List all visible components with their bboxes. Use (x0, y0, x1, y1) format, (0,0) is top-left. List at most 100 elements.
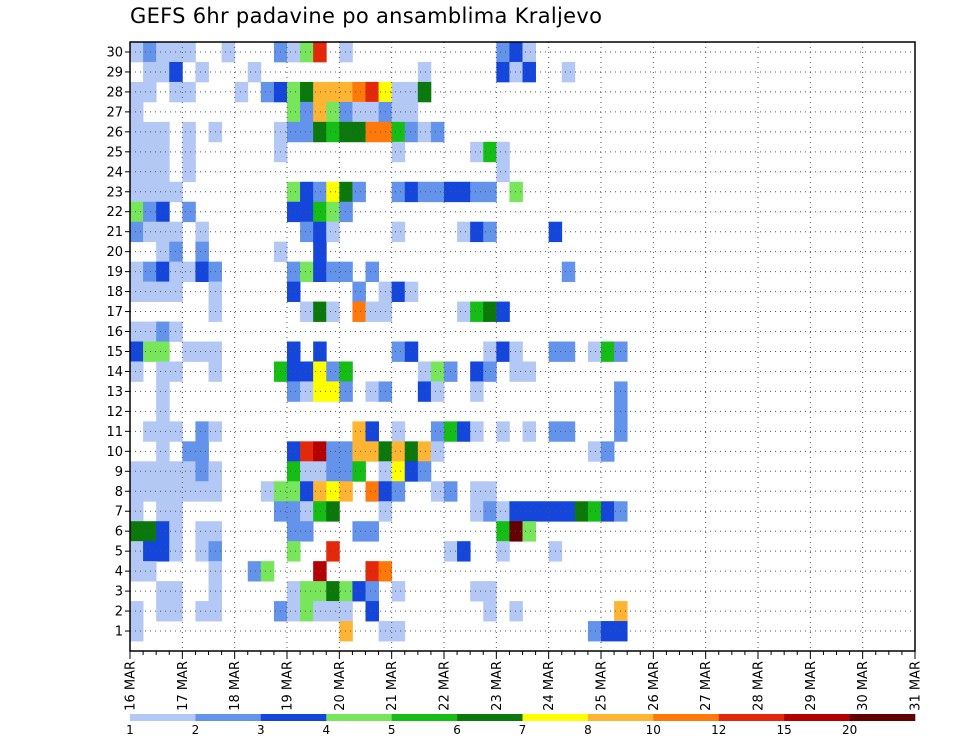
x-tick-label-group: 31 MAR (909, 661, 924, 711)
legend-color-swatch (522, 714, 589, 721)
heatmap-cell (496, 341, 510, 362)
heatmap-cell (313, 201, 327, 223)
y-tick-label: 1 (115, 625, 123, 640)
y-tick-label: 23 (106, 185, 123, 200)
heatmap-cell (260, 561, 275, 582)
heatmap-cell (509, 361, 523, 382)
heatmap-cell (391, 441, 406, 462)
legend-level-label: 2 (192, 723, 200, 737)
heatmap-cell (339, 601, 353, 622)
heatmap-cell (287, 461, 301, 482)
y-tick-label: 13 (106, 385, 123, 400)
heatmap-cell (287, 501, 301, 522)
heatmap-cell (287, 381, 301, 402)
legend-color-swatch (849, 714, 916, 721)
x-tick-label: 26 MAR (647, 661, 662, 711)
heatmap-cell (496, 421, 510, 442)
legend-color-swatch (653, 714, 720, 721)
heatmap-cell (156, 341, 170, 362)
x-tick-label: 25 MAR (595, 661, 610, 711)
heatmap-cell (522, 42, 536, 63)
heatmap-cell (156, 381, 170, 402)
x-tick-label: 30 MAR (856, 661, 871, 711)
heatmap-cell (587, 621, 602, 642)
heatmap-cell (143, 81, 157, 103)
y-tick-label: 18 (106, 285, 123, 300)
x-tick-label: 18 MAR (228, 661, 243, 711)
heatmap-cell (260, 481, 275, 502)
heatmap-cell (287, 261, 301, 283)
y-tick-label: 20 (106, 245, 123, 260)
heatmap-cell (287, 81, 301, 103)
heatmap-cell (509, 61, 523, 83)
heatmap-cell (313, 581, 327, 602)
heatmap-cell (195, 541, 209, 562)
y-tick-label: 10 (106, 445, 123, 460)
legend-color-swatch (326, 714, 392, 721)
heatmap-cell (130, 321, 144, 342)
heatmap-cell (221, 42, 236, 63)
heatmap-cell (287, 181, 301, 203)
heatmap-cell (561, 61, 576, 83)
heatmap-cell (130, 141, 144, 163)
x-tick-label: 27 MAR (699, 661, 714, 711)
heatmap-cell (130, 521, 144, 542)
heatmap-cell (130, 42, 144, 63)
heatmap-cell (182, 201, 196, 223)
heatmap-cell (457, 181, 471, 203)
heatmap-cell (509, 42, 523, 63)
heatmap-cell (195, 221, 209, 243)
heatmap-cell (574, 501, 589, 522)
legend-color-swatch (260, 714, 327, 721)
heatmap-cell (156, 181, 170, 203)
heatmap-cell (417, 121, 432, 143)
heatmap-cell (313, 101, 327, 123)
legend-color-swatch (391, 714, 458, 721)
heatmap-cell (156, 601, 170, 622)
y-tick-label: 21 (106, 225, 123, 240)
heatmap-cell (457, 301, 471, 322)
heatmap-cell (326, 301, 340, 322)
heatmap-cell (430, 381, 445, 402)
heatmap-cell (130, 181, 144, 203)
heatmap-cell (195, 61, 209, 83)
heatmap-cell (522, 361, 536, 382)
x-tick-label: 24 MAR (542, 661, 557, 711)
y-tick-label: 7 (115, 505, 123, 520)
x-tick-label: 21 MAR (385, 661, 400, 711)
heatmap-cell (587, 341, 602, 362)
heatmap-cell (300, 501, 314, 522)
heatmap-cell (234, 81, 249, 103)
heatmap-cell (156, 42, 170, 63)
heatmap-cell (195, 521, 209, 542)
heatmap-cell (365, 521, 379, 542)
heatmap-cell (430, 421, 445, 442)
heatmap-cell (352, 441, 366, 462)
heatmap-cell (143, 221, 157, 243)
heatmap-cell (313, 381, 327, 402)
heatmap-cell (561, 341, 576, 362)
heatmap-cell (300, 261, 314, 283)
heatmap-cell (417, 361, 432, 382)
legend-level-label: 6 (453, 723, 461, 737)
heatmap-cell (391, 221, 406, 243)
legend-level-label: 20 (842, 723, 857, 737)
heatmap-cell (247, 561, 262, 582)
heatmap-cell (313, 81, 327, 103)
legend-color-swatch (784, 714, 850, 721)
heatmap-cell (287, 281, 301, 302)
heatmap-cell (391, 101, 406, 123)
heatmap-cell (300, 221, 314, 243)
heatmap-cell (391, 481, 406, 502)
heatmap-cell (326, 101, 340, 123)
x-tick-label-group: 19 MAR (281, 661, 296, 711)
heatmap-cell (182, 121, 196, 143)
heatmap-cell (339, 101, 353, 123)
heatmap-cell (339, 441, 353, 462)
heatmap-cell (339, 381, 353, 402)
heatmap-cell (352, 281, 366, 302)
y-tick-label: 22 (106, 205, 123, 220)
x-tick-label: 17 MAR (176, 661, 191, 711)
heatmap-cell (156, 461, 170, 482)
y-tick-label: 30 (106, 45, 123, 60)
